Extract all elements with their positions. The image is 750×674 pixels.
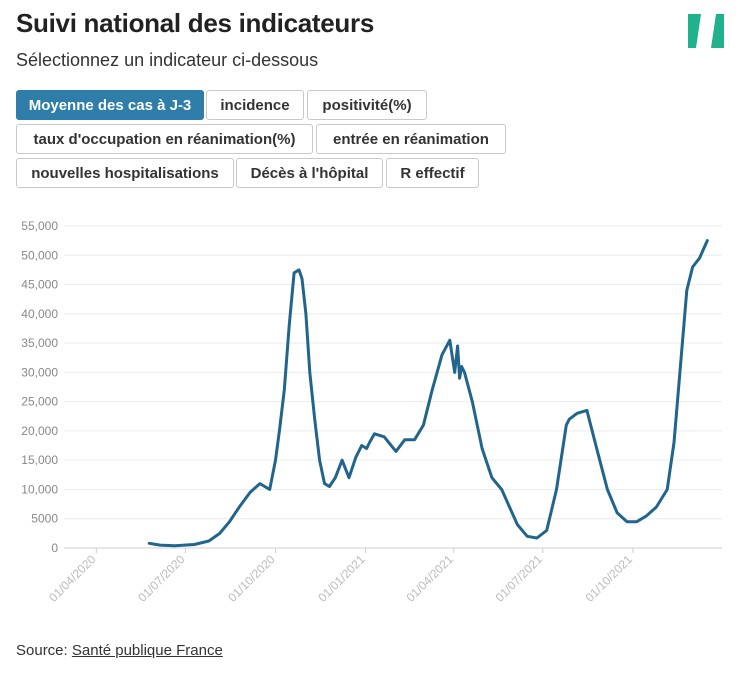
- source-line: Source: Santé publique France: [16, 642, 223, 659]
- x-tick-label: 01/10/2021: [583, 552, 636, 605]
- y-tick-label: 10,000: [21, 482, 58, 496]
- y-tick-label: 5000: [31, 512, 58, 526]
- x-tick-label: 01/07/2021: [493, 552, 546, 605]
- source-prefix: Source:: [16, 642, 72, 659]
- page-title: Suivi national des indicateurs: [16, 8, 374, 38]
- indicator-button-entree-reanimation[interactable]: entrée en réanimation: [316, 124, 506, 154]
- indicator-button-moyenne-cas[interactable]: Moyenne des cas à J-3: [16, 90, 204, 120]
- indicator-button-nouvelles-hospitalisations[interactable]: nouvelles hospitalisations: [16, 158, 234, 188]
- line-chart: 0 5000 10,000 15,000 20,000 25,000 30,000 35,00…: [21, 219, 722, 605]
- indicator-button-positivite[interactable]: positivité(%): [307, 90, 427, 120]
- x-tick-label: 01/04/2020: [46, 552, 99, 605]
- indicator-button-taux-occupation-reanimation[interactable]: taux d'occupation en réanimation(%): [16, 124, 313, 154]
- y-tick-label: 15,000: [21, 453, 58, 467]
- indicator-button-incidence[interactable]: incidence: [206, 90, 304, 120]
- indicator-button-deces-hopital[interactable]: Décès à l'hôpital: [236, 158, 383, 188]
- y-tick-label: 25,000: [21, 395, 58, 409]
- page-subtitle: Sélectionnez un indicateur ci-dessous: [16, 50, 319, 70]
- y-tick-label: 35,000: [21, 336, 58, 350]
- y-tick-label: 20,000: [21, 424, 58, 438]
- y-tick-label: 45,000: [21, 278, 58, 292]
- indicator-button-r-effectif[interactable]: R effectif: [386, 158, 479, 188]
- x-tick-label: 01/01/2021: [315, 552, 368, 605]
- y-tick-label: 30,000: [21, 365, 58, 379]
- source-link[interactable]: Santé publique France: [71, 642, 223, 659]
- series-line: [147, 239, 709, 548]
- huffpost-logo-icon: [688, 14, 724, 48]
- y-tick-label: 55,000: [21, 219, 58, 233]
- x-tick-label: 01/10/2020: [225, 552, 278, 605]
- y-tick-label: 40,000: [21, 307, 58, 321]
- y-tick-label: 0: [51, 541, 58, 555]
- x-tick-label: 01/04/2021: [403, 552, 456, 605]
- x-tick-label: 01/07/2020: [135, 552, 188, 605]
- y-tick-label: 50,000: [21, 248, 58, 262]
